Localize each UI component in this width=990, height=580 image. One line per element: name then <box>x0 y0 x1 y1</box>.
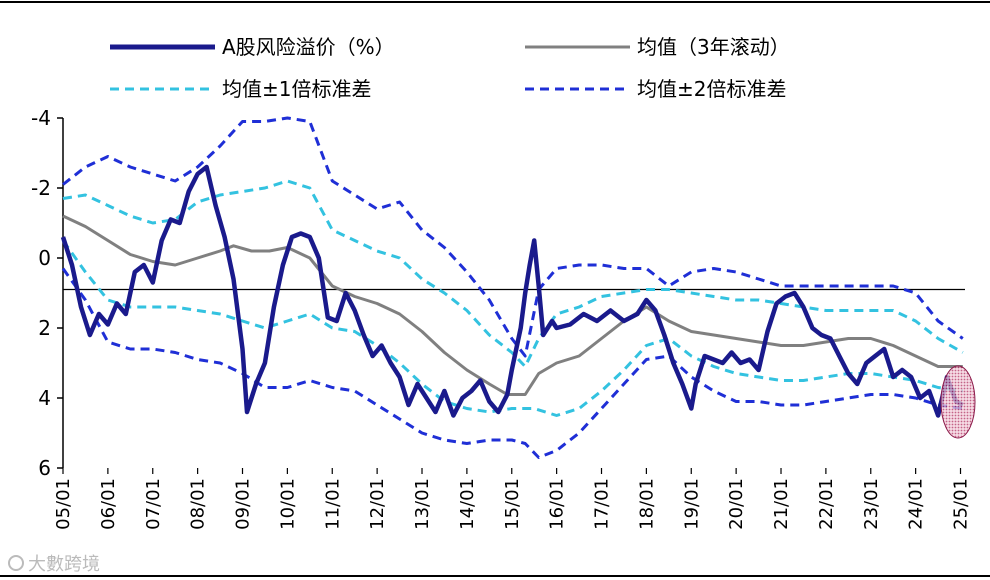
y-tick-label: 6 <box>38 456 51 480</box>
series-layer <box>60 116 964 459</box>
x-tick-label: 06/01 <box>98 478 119 530</box>
watermark-logo-icon <box>8 555 24 571</box>
x-tick-label: 23/01 <box>861 478 882 530</box>
legend-label-risk: A股风险溢价（%） <box>222 35 395 59</box>
x-tick-label: 05/01 <box>53 478 74 530</box>
series-line-3 <box>61 239 964 417</box>
y-tick-label: -4 <box>31 106 51 130</box>
y-tick-label: 2 <box>38 316 51 340</box>
legend-label-band2: 均值±2倍标准差 <box>637 77 786 101</box>
x-tick-label: 12/01 <box>367 478 388 530</box>
y-tick-label: 4 <box>38 386 51 410</box>
x-tick-label: 15/01 <box>502 478 523 530</box>
y-tick-label: 0 <box>38 246 51 270</box>
x-ticks: 05/01 06/01 07/01 08/01 09/01 10/01 11/01 12/01… <box>53 468 972 530</box>
x-tick-label: 25/01 <box>951 478 972 530</box>
x-tick-label: 18/01 <box>636 478 657 530</box>
series-line-0 <box>60 164 964 418</box>
legend: A股风险溢价（%） 均值（3年滚动） 均值±1倍标准差 均值±2倍标准差 <box>110 35 790 101</box>
x-tick-label: 24/01 <box>906 478 927 530</box>
x-tick-label: 22/01 <box>816 478 837 530</box>
x-tick-label: 16/01 <box>547 478 568 530</box>
x-tick-label: 10/01 <box>277 478 298 530</box>
legend-label-band1: 均值±1倍标准差 <box>222 77 371 101</box>
series-line-2 <box>62 179 964 368</box>
x-tick-label: 19/01 <box>681 478 702 530</box>
x-tick-label: 14/01 <box>457 478 478 530</box>
series-line-4 <box>62 116 964 358</box>
x-tick-label: 11/01 <box>322 478 343 530</box>
legend-label-mean: 均值（3年滚动） <box>637 35 790 59</box>
y-tick-label: -2 <box>31 176 51 200</box>
watermark: 大數跨境 <box>28 554 100 575</box>
x-tick-label: 17/01 <box>592 478 613 530</box>
x-tick-label: 09/01 <box>233 478 254 530</box>
x-tick-label: 07/01 <box>143 478 164 530</box>
x-tick-label: 21/01 <box>771 478 792 530</box>
y-ticks: -4 -2 0 2 4 6 <box>31 106 63 480</box>
x-tick-label: 20/01 <box>726 478 747 530</box>
x-tick-label: 13/01 <box>412 478 433 530</box>
latest-highlight <box>940 365 976 439</box>
series-line-5 <box>61 267 964 459</box>
x-tick-label: 08/01 <box>188 478 209 530</box>
